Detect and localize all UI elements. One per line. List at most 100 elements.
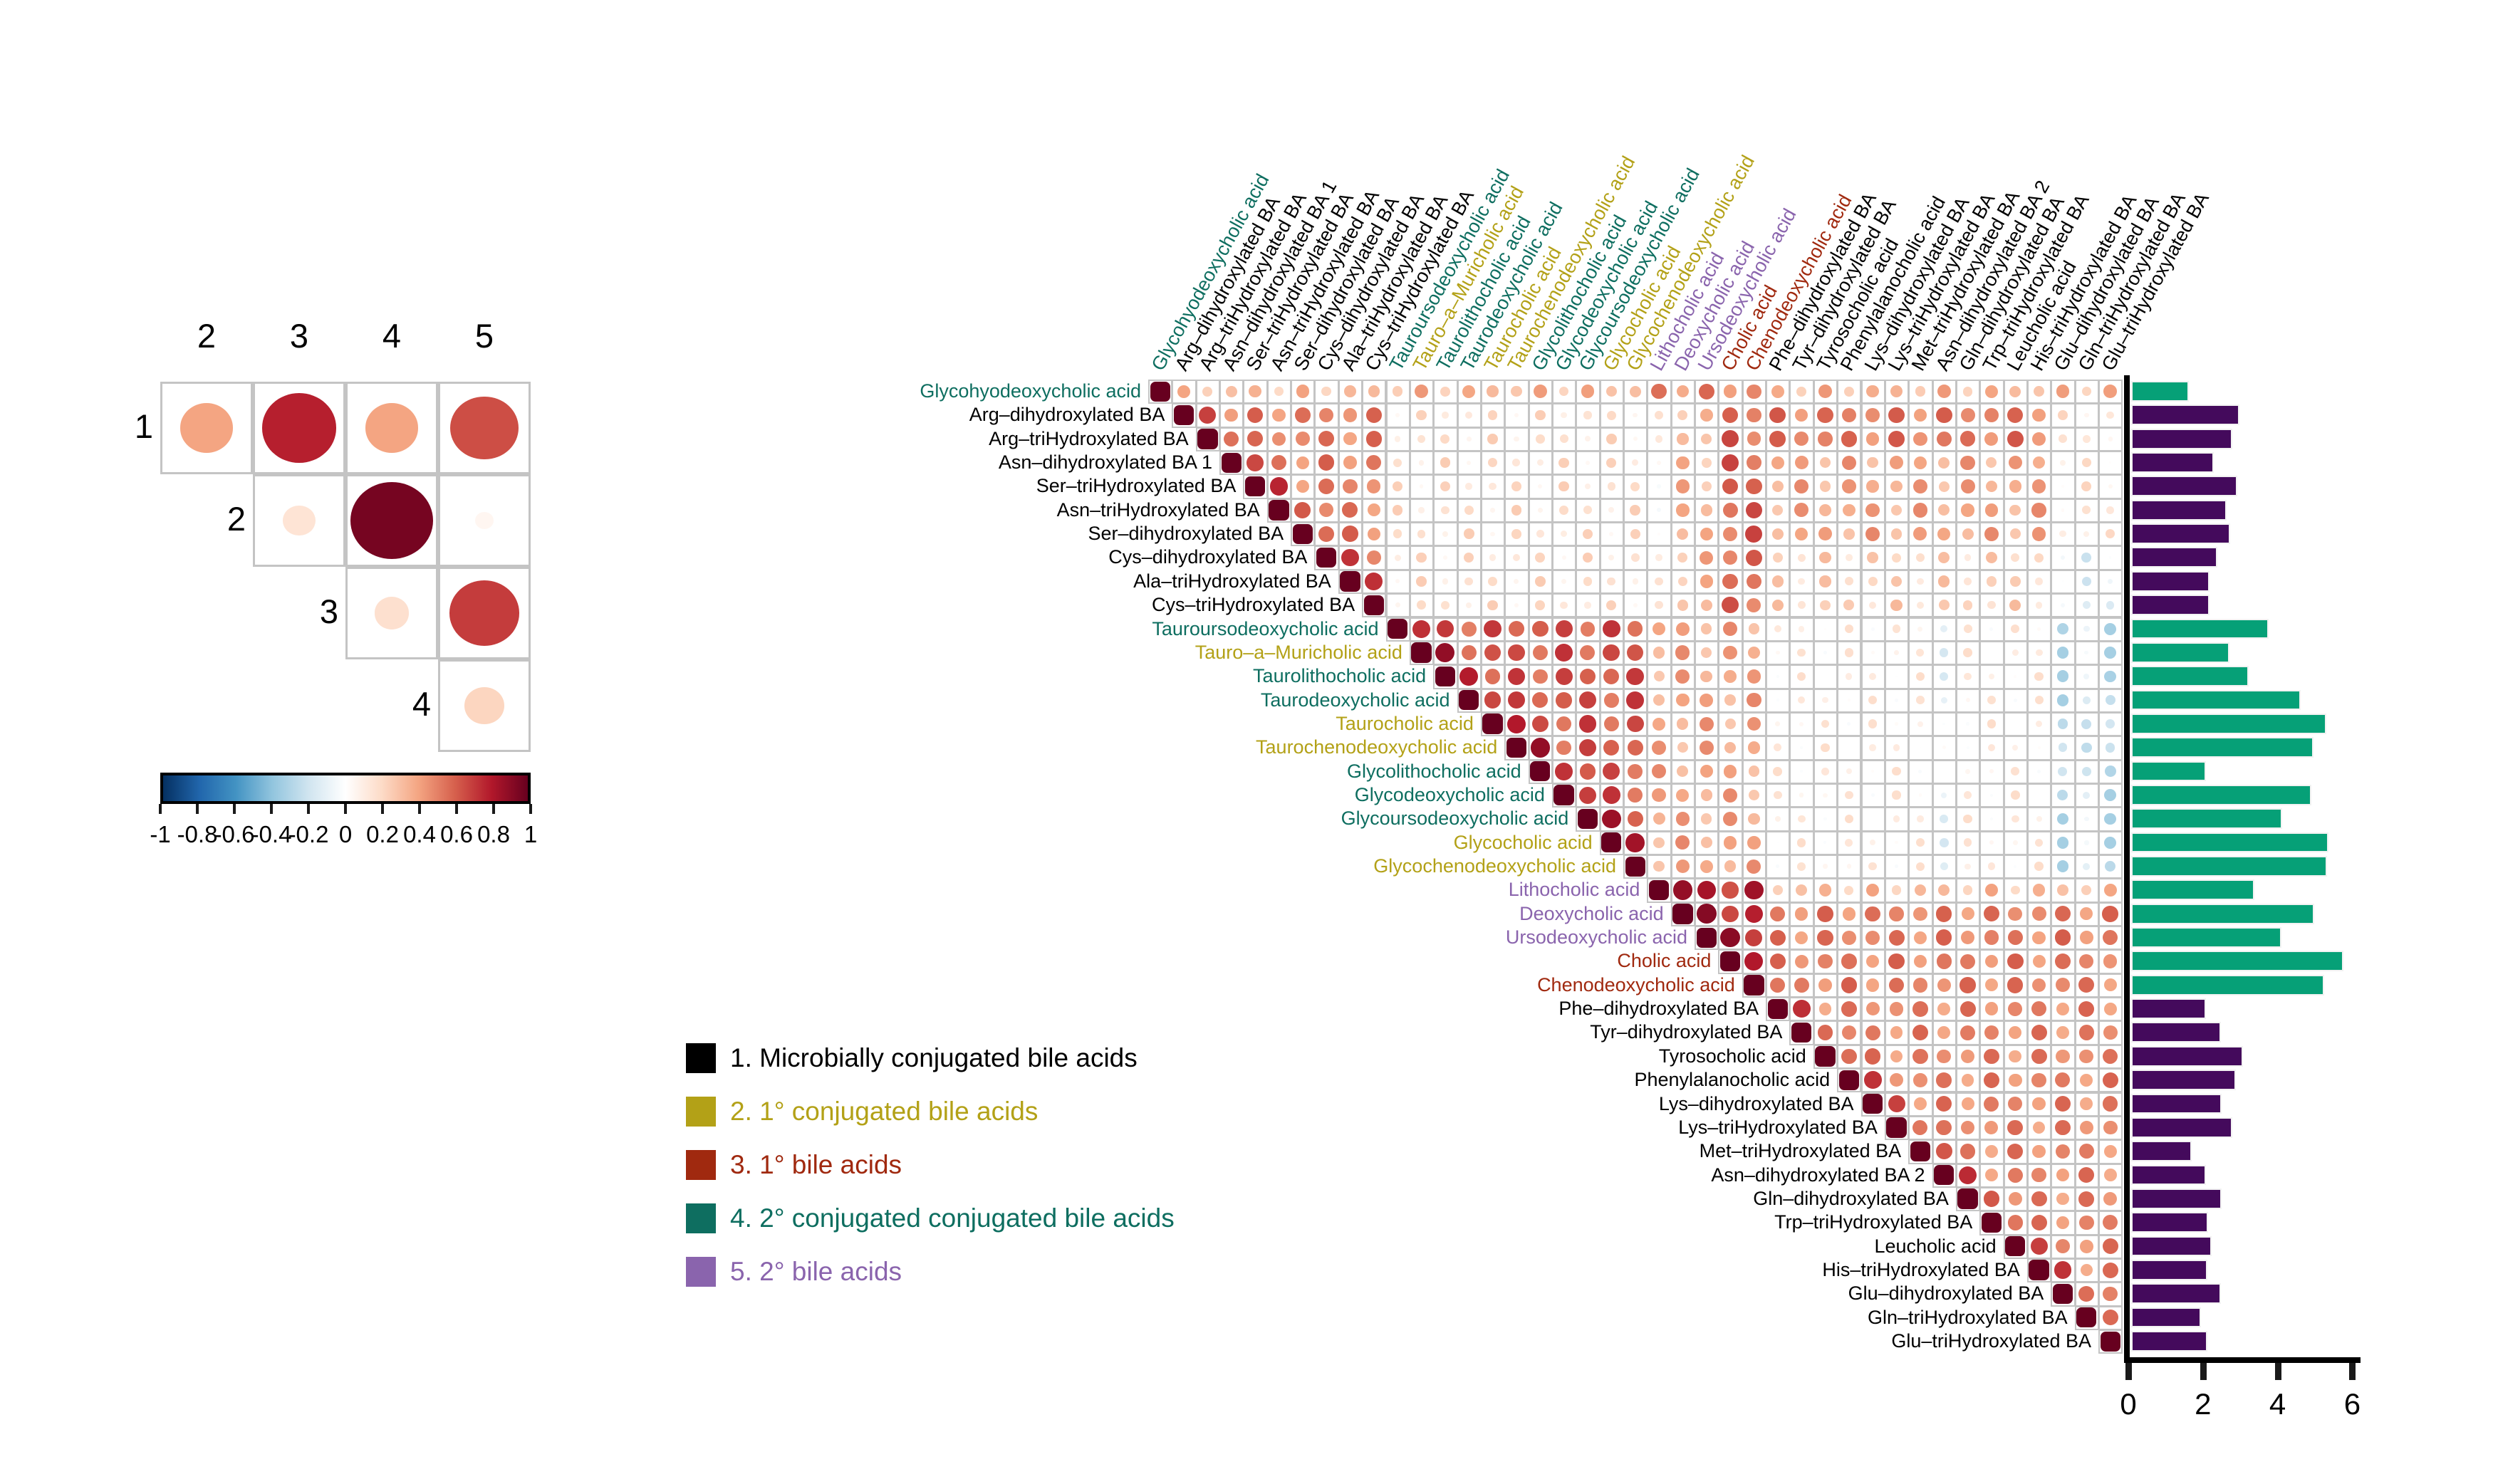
matrix-cell xyxy=(2026,783,2052,808)
matrix-diagonal-marker xyxy=(1363,595,1384,615)
matrix-corr-circle xyxy=(1537,507,1543,513)
matrix-cell xyxy=(2074,855,2099,879)
matrix-corr-circle xyxy=(1512,553,1521,562)
matrix-corr-circle xyxy=(1890,385,1903,398)
matrix-corr-circle xyxy=(1461,621,1477,637)
matrix-corr-circle xyxy=(1960,479,1975,494)
matrix-diagonal-marker xyxy=(1910,1141,1931,1162)
matrix-corr-circle xyxy=(1507,667,1526,686)
matrix-corr-circle xyxy=(2106,719,2115,728)
matrix-corr-circle xyxy=(1983,1191,2000,1207)
matrix-corr-circle xyxy=(2103,954,2118,968)
matrix-cell xyxy=(1742,759,1767,784)
matrix-corr-circle xyxy=(2056,860,2069,873)
matrix-row-label: Lithocholic acid xyxy=(1508,879,1640,901)
matrix-corr-circle xyxy=(1630,553,1640,562)
matrix-corr-circle xyxy=(1318,431,1335,447)
matrix-corr-circle xyxy=(1843,528,1855,540)
matrix-corr-circle xyxy=(1675,812,1690,826)
matrix-corr-circle xyxy=(1964,791,1972,800)
matrix-corr-circle xyxy=(1748,812,1760,825)
matrix-corr-circle xyxy=(1511,528,1521,539)
matrix-corr-circle xyxy=(1940,648,1949,657)
matrix-corr-circle xyxy=(1489,554,1497,561)
matrix-corr-circle xyxy=(1796,386,1807,397)
matrix-corr-circle xyxy=(2078,1191,2095,1207)
summary-corr-circle xyxy=(450,396,519,460)
matrix-corr-circle xyxy=(2081,576,2092,587)
matrix-corr-circle xyxy=(2081,766,2091,776)
matrix-diagonal-marker xyxy=(1197,429,1218,449)
matrix-corr-circle xyxy=(1747,597,1761,612)
bar xyxy=(2131,1188,2222,1209)
matrix-corr-circle xyxy=(1395,602,1400,608)
matrix-corr-circle xyxy=(2056,836,2069,849)
matrix-corr-circle xyxy=(1700,789,1712,801)
matrix-corr-circle xyxy=(1794,907,1808,921)
matrix-cell xyxy=(2098,736,2123,761)
matrix-row-label: Glycoursodeoxycholic acid xyxy=(1341,808,1569,830)
matrix-cell xyxy=(2051,617,2076,642)
matrix-cell xyxy=(2098,1092,2123,1117)
matrix-corr-circle xyxy=(1796,838,1806,847)
matrix-corr-circle xyxy=(1321,386,1331,397)
matrix-corr-circle xyxy=(2030,1238,2048,1255)
matrix-corr-circle xyxy=(1747,836,1761,850)
matrix-corr-circle xyxy=(1772,553,1783,563)
bar xyxy=(2131,547,2217,568)
matrix-corr-circle xyxy=(1745,525,1763,543)
matrix-corr-circle xyxy=(1819,481,1831,492)
bar xyxy=(2131,1331,2207,1352)
matrix-corr-circle xyxy=(1841,930,1856,945)
matrix-cell xyxy=(1908,997,1933,1022)
matrix-corr-circle xyxy=(2080,1263,2093,1277)
matrix-corr-circle xyxy=(1961,931,1975,945)
matrix-corr-circle xyxy=(1532,644,1548,661)
matrix-row-label: Taurodeoxycholic acid xyxy=(1260,689,1450,711)
matrix-cell xyxy=(1837,640,1862,666)
matrix-corr-circle xyxy=(1893,815,1900,822)
matrix-corr-circle xyxy=(1747,646,1761,659)
matrix-corr-circle xyxy=(1893,649,1900,656)
legend-label: 2. 1° conjugated bile acids xyxy=(730,1097,1039,1126)
matrix-cell xyxy=(1291,474,1316,499)
bar xyxy=(2131,523,2230,544)
matrix-corr-circle xyxy=(2056,812,2069,825)
matrix-row-label: Leucholic acid xyxy=(1874,1235,1997,1257)
matrix-cell xyxy=(2026,545,2052,570)
matrix-corr-circle xyxy=(1488,577,1497,586)
matrix-corr-circle xyxy=(2102,1310,2118,1326)
matrix-corr-circle xyxy=(2035,601,2043,609)
matrix-corr-circle xyxy=(1722,622,1738,637)
matrix-cell xyxy=(1979,640,2004,666)
matrix-corr-circle xyxy=(2007,977,2024,993)
matrix-cell xyxy=(1576,617,1601,642)
matrix-cell xyxy=(1695,736,1719,761)
matrix-diagonal-marker xyxy=(1767,998,1788,1019)
matrix-corr-circle xyxy=(1341,548,1359,567)
matrix-corr-circle xyxy=(1318,454,1335,471)
matrix-corr-circle xyxy=(1774,815,1781,822)
matrix-cell xyxy=(1837,878,1862,903)
matrix-corr-circle xyxy=(1700,693,1714,707)
matrix-corr-circle xyxy=(1795,527,1808,540)
matrix-corr-circle xyxy=(1984,1096,1999,1112)
matrix-corr-circle xyxy=(1748,790,1759,801)
matrix-corr-circle xyxy=(2102,1262,2118,1278)
matrix-corr-circle xyxy=(1937,1002,1951,1015)
matrix-corr-circle xyxy=(1745,929,1763,946)
matrix-corr-circle xyxy=(1700,837,1712,849)
matrix-corr-circle xyxy=(1842,479,1856,493)
matrix-corr-circle xyxy=(1578,715,1597,733)
matrix-corr-circle xyxy=(1890,456,1903,470)
matrix-corr-circle xyxy=(1913,954,1927,968)
bar xyxy=(2131,879,2254,901)
summary-row-label: 4 xyxy=(412,685,431,723)
matrix-corr-circle xyxy=(1776,842,1779,844)
matrix-corr-circle xyxy=(2103,1192,2118,1206)
matrix-corr-circle xyxy=(1935,929,1952,946)
matrix-corr-circle xyxy=(1821,719,1830,728)
matrix-cell xyxy=(2074,1211,2099,1235)
matrix-corr-circle xyxy=(1959,1166,1977,1184)
bar xyxy=(2131,784,2311,805)
